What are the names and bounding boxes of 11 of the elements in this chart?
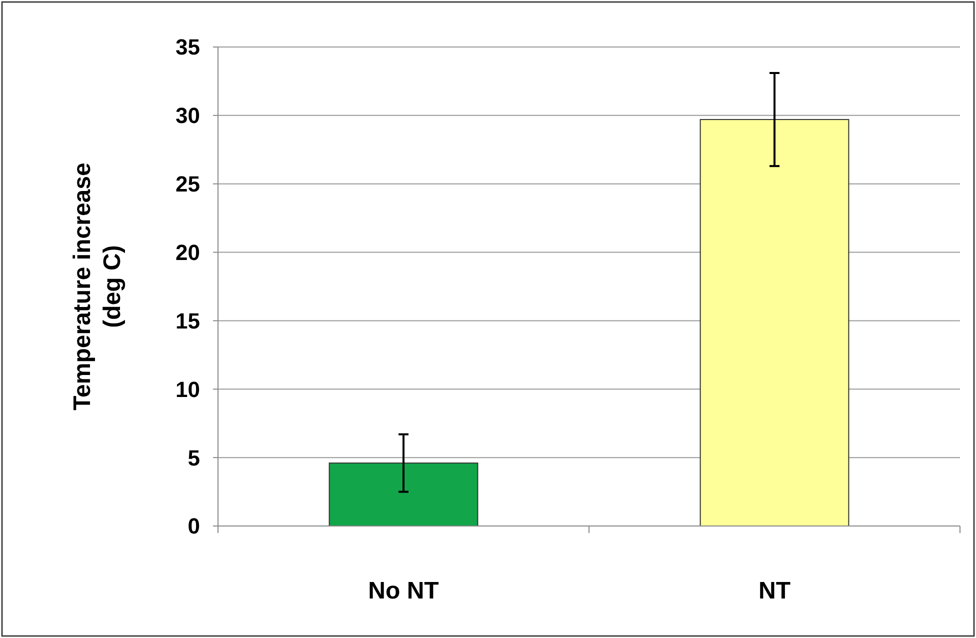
x-tick-label: No NT (368, 577, 440, 604)
y-tick-label: 25 (176, 172, 200, 197)
y-tick-label: 0 (188, 514, 200, 539)
x-tick-label: NT (758, 577, 791, 604)
y-tick-label: 20 (176, 240, 200, 265)
y-tick-label: 5 (188, 445, 200, 470)
y-axis-title: Temperature increase (deg C) (69, 162, 126, 410)
y-tick-label: 10 (176, 376, 200, 402)
y-tick-label: 15 (176, 308, 200, 334)
y-tick-label: 30 (176, 103, 200, 128)
y-tick-label: 35 (176, 34, 200, 60)
